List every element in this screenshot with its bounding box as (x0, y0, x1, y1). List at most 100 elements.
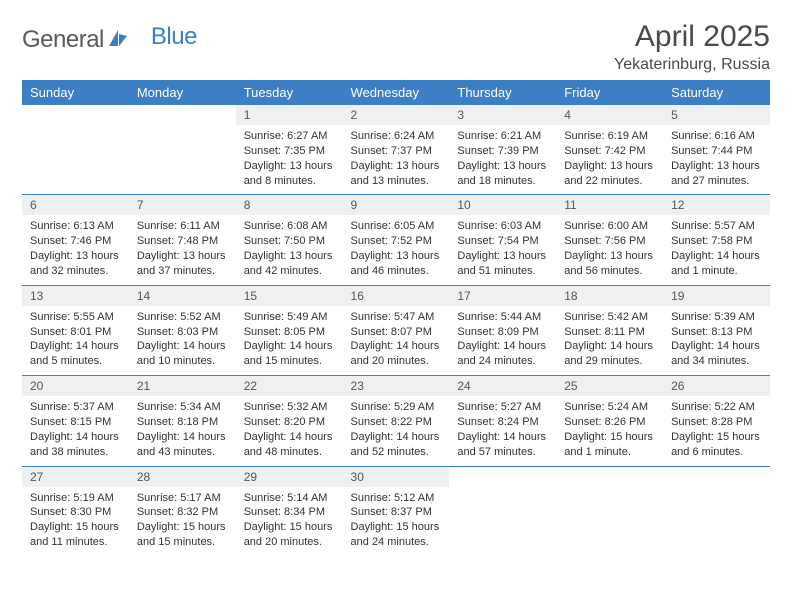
day-details: Sunrise: 5:44 AMSunset: 8:09 PMDaylight:… (449, 306, 556, 375)
day-number: 27 (22, 467, 129, 487)
day-details: Sunrise: 5:22 AMSunset: 8:28 PMDaylight:… (663, 396, 770, 465)
daylight-line: Daylight: 14 hours and 43 minutes. (137, 430, 228, 460)
daylight-line: Daylight: 13 hours and 32 minutes. (30, 249, 121, 279)
daylight-line: Daylight: 14 hours and 5 minutes. (30, 339, 121, 369)
daylight-line: Daylight: 13 hours and 37 minutes. (137, 249, 228, 279)
calendar-day-cell: 1Sunrise: 6:27 AMSunset: 7:35 PMDaylight… (236, 105, 343, 195)
calendar-week-row: 20Sunrise: 5:37 AMSunset: 8:15 PMDayligh… (22, 376, 770, 466)
weekday-header: Thursday (449, 80, 556, 105)
daylight-line: Daylight: 13 hours and 51 minutes. (457, 249, 548, 279)
day-details: Sunrise: 6:27 AMSunset: 7:35 PMDaylight:… (236, 125, 343, 194)
day-number: 5 (663, 105, 770, 125)
sunrise-line: Sunrise: 5:34 AM (137, 400, 228, 415)
day-number: 24 (449, 376, 556, 396)
day-number: 23 (343, 376, 450, 396)
day-details: Sunrise: 5:52 AMSunset: 8:03 PMDaylight:… (129, 306, 236, 375)
sunset-line: Sunset: 7:37 PM (351, 144, 442, 159)
day-details: Sunrise: 6:11 AMSunset: 7:48 PMDaylight:… (129, 215, 236, 284)
calendar-day-cell: 2Sunrise: 6:24 AMSunset: 7:37 PMDaylight… (343, 105, 450, 195)
calendar-body: 1Sunrise: 6:27 AMSunset: 7:35 PMDaylight… (22, 105, 770, 556)
sunrise-line: Sunrise: 5:22 AM (671, 400, 762, 415)
sunrise-line: Sunrise: 6:08 AM (244, 219, 335, 234)
sunset-line: Sunset: 8:26 PM (564, 415, 655, 430)
day-details: Sunrise: 5:14 AMSunset: 8:34 PMDaylight:… (236, 487, 343, 556)
day-number: 30 (343, 467, 450, 487)
day-details: Sunrise: 6:13 AMSunset: 7:46 PMDaylight:… (22, 215, 129, 284)
sunset-line: Sunset: 8:32 PM (137, 505, 228, 520)
logo: General Blue (22, 26, 197, 54)
daylight-line: Daylight: 14 hours and 29 minutes. (564, 339, 655, 369)
daylight-line: Daylight: 14 hours and 10 minutes. (137, 339, 228, 369)
calendar-empty-cell (22, 105, 129, 195)
calendar-day-cell: 22Sunrise: 5:32 AMSunset: 8:20 PMDayligh… (236, 376, 343, 466)
sunset-line: Sunset: 8:01 PM (30, 325, 121, 340)
header: General Blue April 2025 Yekaterinburg, R… (22, 20, 770, 74)
daylight-line: Daylight: 13 hours and 46 minutes. (351, 249, 442, 279)
daylight-line: Daylight: 14 hours and 48 minutes. (244, 430, 335, 460)
calendar-week-row: 1Sunrise: 6:27 AMSunset: 7:35 PMDaylight… (22, 105, 770, 195)
sunset-line: Sunset: 7:56 PM (564, 234, 655, 249)
day-number: 6 (22, 195, 129, 215)
calendar-day-cell: 8Sunrise: 6:08 AMSunset: 7:50 PMDaylight… (236, 195, 343, 285)
day-details: Sunrise: 6:19 AMSunset: 7:42 PMDaylight:… (556, 125, 663, 194)
sunset-line: Sunset: 7:35 PM (244, 144, 335, 159)
sunset-line: Sunset: 7:52 PM (351, 234, 442, 249)
daylight-line: Daylight: 13 hours and 56 minutes. (564, 249, 655, 279)
calendar-day-cell: 3Sunrise: 6:21 AMSunset: 7:39 PMDaylight… (449, 105, 556, 195)
sunrise-line: Sunrise: 6:13 AM (30, 219, 121, 234)
sunrise-line: Sunrise: 5:42 AM (564, 310, 655, 325)
sunrise-line: Sunrise: 5:55 AM (30, 310, 121, 325)
calendar-day-cell: 27Sunrise: 5:19 AMSunset: 8:30 PMDayligh… (22, 466, 129, 556)
sunset-line: Sunset: 7:44 PM (671, 144, 762, 159)
calendar-empty-cell (129, 105, 236, 195)
sunset-line: Sunset: 8:03 PM (137, 325, 228, 340)
daylight-line: Daylight: 15 hours and 1 minute. (564, 430, 655, 460)
calendar-day-cell: 26Sunrise: 5:22 AMSunset: 8:28 PMDayligh… (663, 376, 770, 466)
sunrise-line: Sunrise: 5:39 AM (671, 310, 762, 325)
calendar-day-cell: 5Sunrise: 6:16 AMSunset: 7:44 PMDaylight… (663, 105, 770, 195)
day-details: Sunrise: 5:49 AMSunset: 8:05 PMDaylight:… (236, 306, 343, 375)
calendar-day-cell: 6Sunrise: 6:13 AMSunset: 7:46 PMDaylight… (22, 195, 129, 285)
calendar-empty-cell (556, 466, 663, 556)
calendar-empty-cell (449, 466, 556, 556)
sunrise-line: Sunrise: 6:27 AM (244, 129, 335, 144)
sunset-line: Sunset: 7:42 PM (564, 144, 655, 159)
daylight-line: Daylight: 14 hours and 15 minutes. (244, 339, 335, 369)
calendar-day-cell: 24Sunrise: 5:27 AMSunset: 8:24 PMDayligh… (449, 376, 556, 466)
daylight-line: Daylight: 14 hours and 20 minutes. (351, 339, 442, 369)
calendar-day-cell: 21Sunrise: 5:34 AMSunset: 8:18 PMDayligh… (129, 376, 236, 466)
daylight-line: Daylight: 15 hours and 15 minutes. (137, 520, 228, 550)
day-details: Sunrise: 5:17 AMSunset: 8:32 PMDaylight:… (129, 487, 236, 556)
daylight-line: Daylight: 14 hours and 1 minute. (671, 249, 762, 279)
day-number: 22 (236, 376, 343, 396)
sunrise-line: Sunrise: 5:12 AM (351, 491, 442, 506)
sunrise-line: Sunrise: 5:29 AM (351, 400, 442, 415)
sunset-line: Sunset: 8:05 PM (244, 325, 335, 340)
calendar-day-cell: 18Sunrise: 5:42 AMSunset: 8:11 PMDayligh… (556, 285, 663, 375)
day-number: 1 (236, 105, 343, 125)
day-number: 4 (556, 105, 663, 125)
sunset-line: Sunset: 8:09 PM (457, 325, 548, 340)
day-number: 12 (663, 195, 770, 215)
daylight-line: Daylight: 13 hours and 13 minutes. (351, 159, 442, 189)
logo-text-1: General (22, 26, 104, 54)
day-number: 14 (129, 286, 236, 306)
day-details: Sunrise: 5:12 AMSunset: 8:37 PMDaylight:… (343, 487, 450, 556)
sunset-line: Sunset: 8:22 PM (351, 415, 442, 430)
weekday-header: Tuesday (236, 80, 343, 105)
sunrise-line: Sunrise: 5:57 AM (671, 219, 762, 234)
day-details: Sunrise: 5:47 AMSunset: 8:07 PMDaylight:… (343, 306, 450, 375)
day-details: Sunrise: 6:24 AMSunset: 7:37 PMDaylight:… (343, 125, 450, 194)
sunset-line: Sunset: 8:28 PM (671, 415, 762, 430)
calendar-day-cell: 13Sunrise: 5:55 AMSunset: 8:01 PMDayligh… (22, 285, 129, 375)
sunset-line: Sunset: 8:07 PM (351, 325, 442, 340)
daylight-line: Daylight: 14 hours and 52 minutes. (351, 430, 442, 460)
day-details: Sunrise: 6:21 AMSunset: 7:39 PMDaylight:… (449, 125, 556, 194)
day-details: Sunrise: 6:16 AMSunset: 7:44 PMDaylight:… (663, 125, 770, 194)
calendar-day-cell: 14Sunrise: 5:52 AMSunset: 8:03 PMDayligh… (129, 285, 236, 375)
sunrise-line: Sunrise: 5:17 AM (137, 491, 228, 506)
daylight-line: Daylight: 13 hours and 18 minutes. (457, 159, 548, 189)
calendar-empty-cell (663, 466, 770, 556)
calendar-day-cell: 28Sunrise: 5:17 AMSunset: 8:32 PMDayligh… (129, 466, 236, 556)
day-number: 9 (343, 195, 450, 215)
